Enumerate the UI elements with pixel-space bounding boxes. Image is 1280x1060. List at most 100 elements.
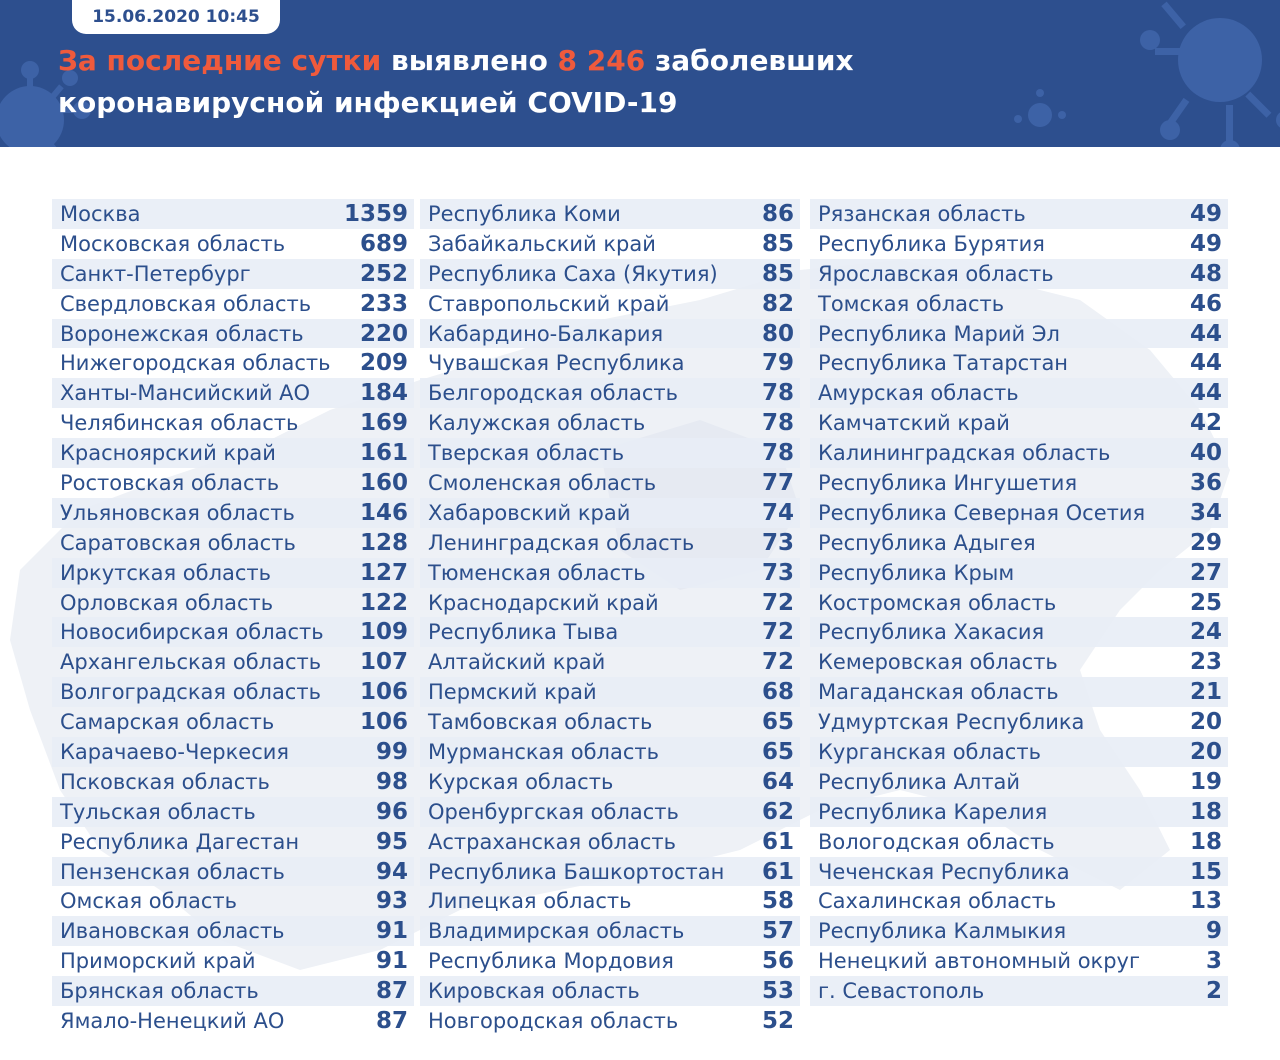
- region-row: Иркутская область 127: [52, 557, 414, 588]
- region-name: Республика Марий Эл: [818, 321, 1060, 346]
- region-name: Пермский край: [428, 680, 597, 705]
- region-row: Брянская область 87: [52, 976, 414, 1007]
- region-case-count: 106: [359, 679, 408, 706]
- region-case-count: 77: [761, 469, 794, 496]
- region-row: Республика Алтай 19: [810, 767, 1228, 797]
- region-case-count: 74: [761, 499, 794, 526]
- date-badge: 15.06.2020 10:45: [72, 0, 280, 34]
- region-case-count: 72: [761, 649, 794, 676]
- region-row: Красноярский край 161: [52, 438, 414, 469]
- region-row: г. Севастополь 2: [810, 976, 1228, 1007]
- region-row: Челябинская область 169: [52, 408, 414, 438]
- region-case-count: 49: [1189, 230, 1222, 257]
- region-name: Камчатский край: [818, 411, 1010, 436]
- region-case-count: 42: [1189, 410, 1222, 437]
- region-name: Ивановская область: [60, 919, 285, 944]
- region-row: Тюменская область 73: [420, 557, 800, 588]
- region-name: Брянская область: [60, 979, 259, 1004]
- region-case-count: 184: [359, 380, 408, 407]
- region-name: Ненецкий автономный округ: [818, 949, 1141, 974]
- region-row: Ямало-Ненецкий АО 87: [52, 1006, 414, 1036]
- region-row: Кемеровская область 23: [810, 647, 1228, 677]
- region-name: Хабаровский край: [428, 500, 631, 525]
- region-row: Самарская область 106: [52, 707, 414, 737]
- region-row: Республика Бурятия 49: [810, 229, 1228, 259]
- region-case-count: 160: [359, 469, 408, 496]
- region-name: Ростовская область: [60, 470, 280, 495]
- region-row: Магаданская область 21: [810, 677, 1228, 708]
- region-name: Томская область: [818, 291, 1005, 316]
- region-name: Калужская область: [428, 411, 646, 436]
- region-case-count: 44: [1189, 350, 1222, 377]
- region-row: Новгородская область 52: [420, 1006, 800, 1036]
- region-case-count: 73: [761, 529, 794, 556]
- header-banner: 15.06.2020 10:45 За последние сутки выяв…: [0, 0, 1280, 147]
- region-name: Краснодарский край: [428, 590, 659, 615]
- region-row: Псковская область 98: [52, 767, 414, 797]
- region-case-count: 73: [761, 559, 794, 586]
- region-row: Смоленская область 77: [420, 468, 800, 498]
- region-row: Воронежская область 220: [52, 318, 414, 349]
- region-case-count: 48: [1189, 260, 1222, 287]
- region-name: Москва: [60, 201, 141, 226]
- region-name: Нижегородская область: [60, 351, 331, 376]
- region-name: Приморский край: [60, 949, 256, 974]
- title-total-count: 8 246: [557, 44, 646, 77]
- region-name: Республика Крым: [818, 560, 1015, 585]
- region-name: Калининградская область: [818, 441, 1111, 466]
- region-case-count: 15: [1189, 858, 1222, 885]
- region-name: Псковская область: [60, 769, 270, 794]
- region-case-count: 107: [359, 649, 408, 676]
- region-row: Московская область 689: [52, 229, 414, 259]
- region-case-count: 95: [375, 828, 408, 855]
- region-row: Липецкая область 58: [420, 886, 800, 916]
- region-name: Курская область: [428, 769, 614, 794]
- region-case-count: 169: [359, 410, 408, 437]
- region-case-count: 20: [1189, 738, 1222, 765]
- region-case-count: 36: [1189, 469, 1222, 496]
- region-name: Иркутская область: [60, 560, 272, 585]
- region-case-count: 3: [1205, 948, 1222, 975]
- region-name: Тверская область: [428, 441, 625, 466]
- region-name: Архангельская область: [60, 650, 322, 675]
- region-row: Карачаево-Черкесия 99: [52, 737, 414, 767]
- region-case-count: 61: [761, 828, 794, 855]
- region-name: Вологодская область: [818, 829, 1055, 854]
- region-case-count: 2: [1205, 978, 1222, 1005]
- region-case-count: 25: [1189, 589, 1222, 616]
- region-case-count: 9: [1205, 918, 1222, 945]
- region-case-count: 18: [1189, 828, 1222, 855]
- region-name: Чеченская Республика: [818, 859, 1070, 884]
- title-second-line: коронавирусной инфекцией COVID-19: [58, 86, 678, 119]
- region-row: Республика Крым 27: [810, 557, 1228, 588]
- region-case-count: 52: [761, 1007, 794, 1034]
- region-row: Пензенская область 94: [52, 856, 414, 887]
- region-row: Ставропольский край 82: [420, 289, 800, 319]
- region-name: Удмуртская Республика: [818, 710, 1085, 735]
- region-name: Новосибирская область: [60, 620, 324, 645]
- region-case-count: 46: [1189, 290, 1222, 317]
- region-case-count: 80: [761, 320, 794, 347]
- region-name: Республика Саха (Якутия): [428, 261, 718, 286]
- region-case-count: 64: [761, 768, 794, 795]
- region-row: Республика Татарстан 44: [810, 348, 1228, 378]
- region-name: Амурская область: [818, 381, 1019, 406]
- region-row: Курганская область 20: [810, 737, 1228, 767]
- region-case-count: 29: [1189, 529, 1222, 556]
- region-case-count: 85: [761, 230, 794, 257]
- region-row: Омская область 93: [52, 886, 414, 916]
- region-row: Санкт-Петербург 252: [52, 258, 414, 289]
- region-name: Пензенская область: [60, 859, 285, 884]
- region-row: Курская область 64: [420, 767, 800, 797]
- region-row: Республика Северная Осетия 34: [810, 497, 1228, 528]
- region-row: Республика Марий Эл 44: [810, 318, 1228, 349]
- region-case-count: 146: [359, 499, 408, 526]
- region-row: Чувашская Республика 79: [420, 348, 800, 378]
- region-case-count: 87: [375, 1007, 408, 1034]
- region-name: Ульяновская область: [60, 500, 295, 525]
- region-case-count: 57: [761, 918, 794, 945]
- region-row: Республика Мордовия 56: [420, 946, 800, 976]
- region-row: Свердловская область 233: [52, 289, 414, 319]
- region-row: Республика Калмыкия 9: [810, 916, 1228, 947]
- region-case-count: 65: [761, 738, 794, 765]
